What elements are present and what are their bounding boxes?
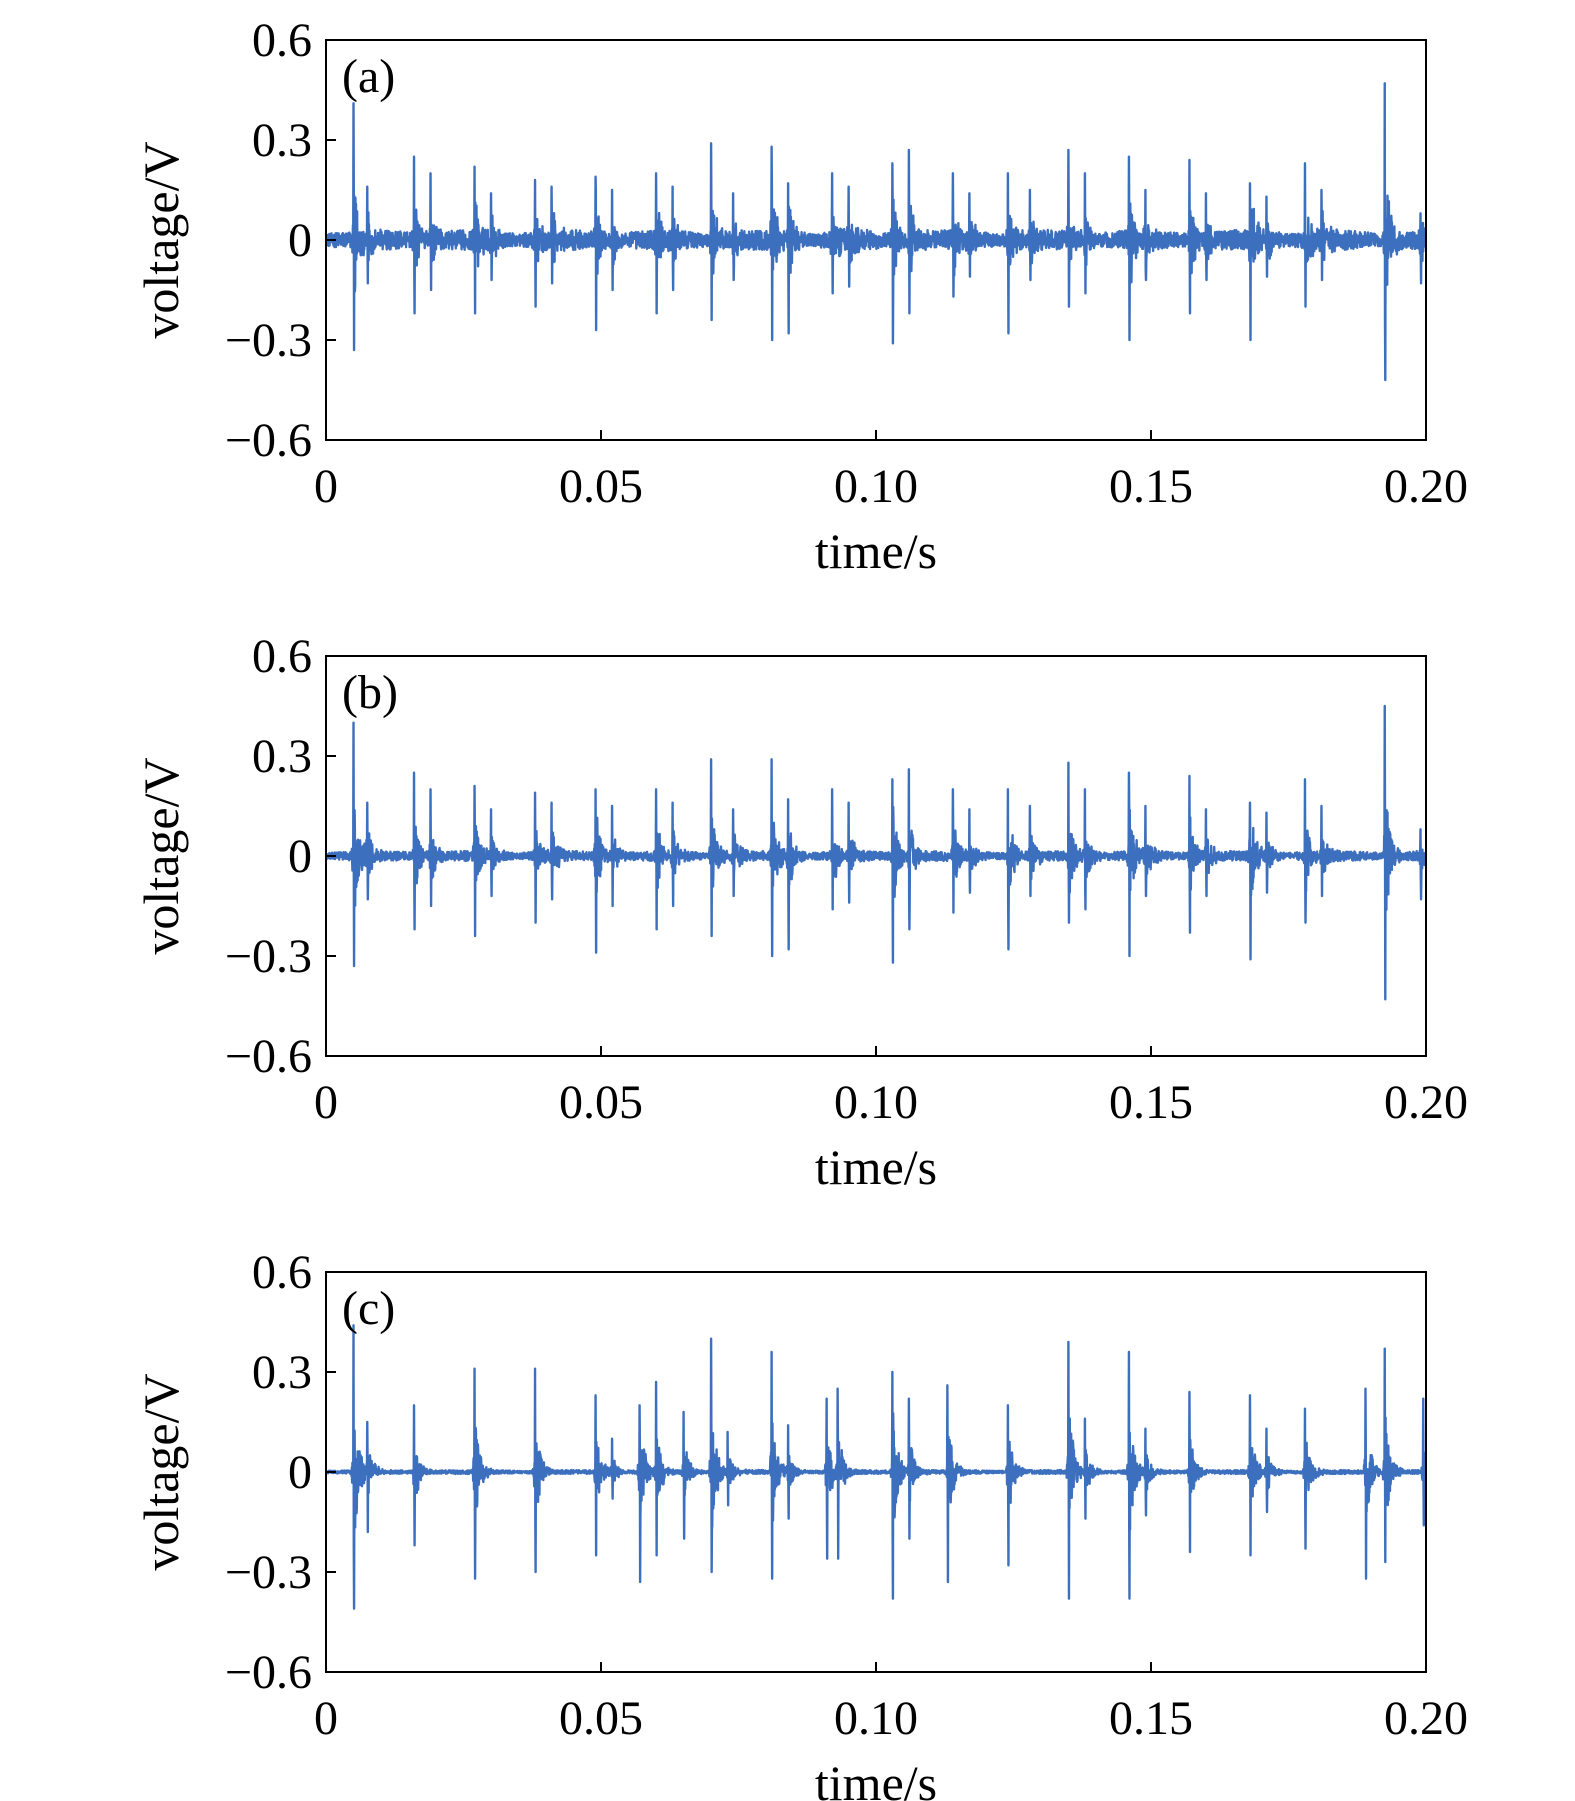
- x-axis-label-a: time/s: [815, 523, 937, 579]
- y-tick-label-b: 0.6: [252, 630, 312, 683]
- y-tick-label-c: −0.6: [225, 1646, 312, 1699]
- y-tick-label-c: 0.3: [252, 1346, 312, 1399]
- signal-trace-a: [326, 82, 1426, 382]
- x-tick-label-c: 0.05: [559, 1692, 643, 1745]
- x-axis-label-b: time/s: [815, 1139, 937, 1195]
- x-tick-label-c: 0: [314, 1692, 338, 1745]
- x-tick-label-c: 0.15: [1109, 1692, 1193, 1745]
- y-tick-label-b: 0.3: [252, 730, 312, 783]
- y-tick-label-c: −0.3: [225, 1546, 312, 1599]
- panel-label-b: (b): [342, 666, 398, 719]
- y-axis-label-c: voltage/V: [133, 1373, 189, 1570]
- x-tick-label-b: 0.20: [1384, 1076, 1468, 1129]
- x-tick-label-b: 0.15: [1109, 1076, 1193, 1129]
- x-tick-label-a: 0.05: [559, 460, 643, 513]
- y-tick-label-a: 0: [288, 214, 312, 267]
- y-tick-label-a: −0.3: [225, 314, 312, 367]
- y-tick-label-a: 0.3: [252, 114, 312, 167]
- signal-trace-b: [326, 704, 1426, 1001]
- y-tick-label-b: −0.3: [225, 930, 312, 983]
- y-tick-label-b: 0: [288, 830, 312, 883]
- x-tick-label-a: 0.20: [1384, 460, 1468, 513]
- x-tick-label-b: 0.10: [834, 1076, 918, 1129]
- x-tick-label-c: 0.20: [1384, 1692, 1468, 1745]
- signal-trace-c: [326, 1324, 1426, 1610]
- x-axis-label-c: time/s: [815, 1755, 937, 1801]
- panel-a: 0.60.30−0.3−0.60 0.05 0.10 0.15 0.20time/svo…: [133, 14, 1468, 579]
- x-tick-label-b: 0.05: [559, 1076, 643, 1129]
- y-tick-label-c: 0.6: [252, 1246, 312, 1299]
- y-tick-label-b: −0.6: [225, 1030, 312, 1083]
- y-axis-label-a: voltage/V: [133, 141, 189, 338]
- x-tick-label-a: 0.10: [834, 460, 918, 513]
- y-axis-label-b: voltage/V: [133, 757, 189, 954]
- y-tick-label-a: −0.6: [225, 414, 312, 467]
- panel-b: 0.60.30−0.3−0.60 0.05 0.10 0.15 0.20time/svo…: [133, 630, 1468, 1195]
- panel-label-a: (a): [342, 50, 395, 103]
- x-tick-label-c: 0.10: [834, 1692, 918, 1745]
- panel-c: 0.60.30−0.3−0.60 0.05 0.10 0.15 0.20time/svo…: [133, 1246, 1468, 1801]
- x-tick-label-a: 0.15: [1109, 460, 1193, 513]
- panel-label-c: (c): [342, 1282, 395, 1335]
- y-tick-label-a: 0.6: [252, 14, 312, 67]
- y-tick-label-c: 0: [288, 1446, 312, 1499]
- x-tick-label-a: 0: [314, 460, 338, 513]
- x-tick-label-b: 0: [314, 1076, 338, 1129]
